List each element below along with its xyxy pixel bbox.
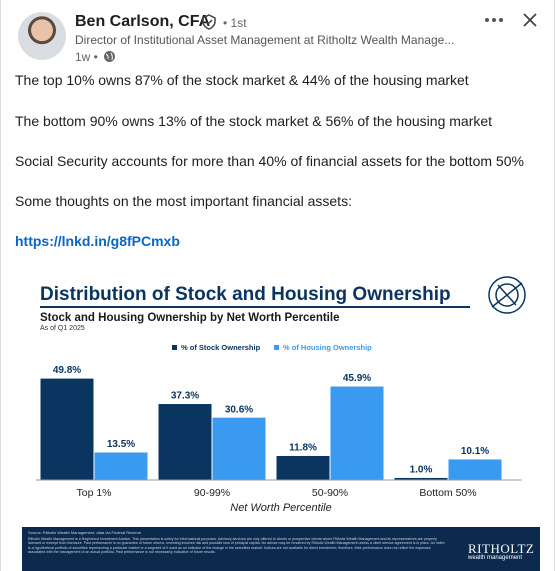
- data-label: 49.8%: [53, 365, 81, 376]
- logo-mark: [488, 276, 526, 314]
- data-label: 13.5%: [107, 439, 135, 450]
- close-button[interactable]: [522, 12, 538, 28]
- legend-swatch: [274, 345, 279, 350]
- legend-label: % of Stock Ownership: [181, 343, 261, 352]
- data-label: 45.9%: [343, 373, 371, 384]
- post-link[interactable]: https://lnkd.in/g8fPCmxb: [15, 233, 180, 249]
- legend-label: % of Housing Ownership: [283, 343, 372, 352]
- data-label: 10.1%: [461, 446, 489, 457]
- bar: [276, 455, 330, 480]
- data-label: 11.8%: [289, 443, 317, 454]
- data-label: 1.0%: [410, 465, 433, 476]
- date-note: As of Q1 2025: [40, 325, 85, 332]
- more-button[interactable]: [484, 12, 504, 28]
- post-paragraph: The bottom 90% owns 13% of the stock mar…: [15, 113, 493, 129]
- x-tick-label: Bottom 50%: [419, 487, 476, 499]
- bar: [212, 417, 266, 480]
- chart-footer: Source: Ritholtz Wealth Management, data…: [22, 527, 540, 571]
- avatar[interactable]: [18, 12, 66, 60]
- globe-icon: [104, 51, 115, 62]
- post-time: 1w •: [75, 50, 98, 64]
- bar: [448, 459, 502, 480]
- brand-name: RITHOLTZ: [468, 541, 535, 556]
- chart: Distribution of Stock and Housing Owners…: [22, 265, 540, 527]
- post-paragraph: Social Security accounts for more than 4…: [15, 153, 524, 169]
- verified-icon: [202, 14, 216, 30]
- bar: [94, 452, 148, 480]
- chart-title: Distribution of Stock and Housing Owners…: [40, 284, 451, 305]
- disclaimer: Ritholtz Wealth Management is a Register…: [28, 537, 445, 554]
- bar: [158, 404, 212, 480]
- legend-swatch: [172, 345, 177, 350]
- post-paragraph: Some thoughts on the most important fina…: [15, 193, 352, 209]
- data-label: 30.6%: [225, 404, 253, 415]
- x-tick-label: Top 1%: [76, 487, 111, 499]
- bar: [394, 477, 448, 480]
- connection-degree: • 1st: [223, 16, 247, 30]
- x-tick-label: 50-90%: [312, 487, 348, 499]
- brand-subtitle: wealth management: [468, 555, 523, 561]
- chart-background: [22, 265, 540, 527]
- bar: [40, 378, 94, 480]
- x-axis-title: Net Worth Percentile: [230, 502, 331, 514]
- author-name[interactable]: Ben Carlson, CFA: [75, 13, 211, 30]
- source-note: Source: Ritholtz Wealth Management, data…: [28, 530, 142, 535]
- x-tick-label: 90-99%: [194, 487, 230, 499]
- chart-subtitle: Stock and Housing Ownership by Net Worth…: [40, 312, 339, 324]
- post-paragraph: The top 10% owns 87% of the stock market…: [15, 72, 469, 88]
- headline: Director of Institutional Asset Manageme…: [75, 33, 455, 47]
- bar: [330, 386, 384, 480]
- data-label: 37.3%: [171, 391, 199, 402]
